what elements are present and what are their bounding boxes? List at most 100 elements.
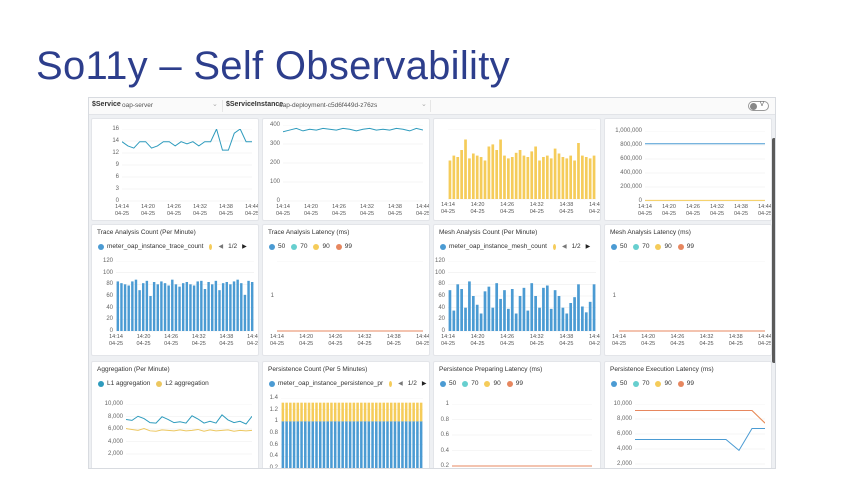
bar bbox=[553, 148, 557, 199]
y-tick-label: 80 bbox=[106, 281, 113, 288]
dashboard-scrollbar[interactable] bbox=[772, 138, 775, 363]
legend-dot bbox=[633, 380, 640, 387]
legend-prev-icon[interactable]: ◀ bbox=[561, 244, 567, 250]
y-tick-label: 1 bbox=[274, 418, 278, 425]
legend-item[interactable]: 99 bbox=[506, 380, 523, 387]
panel-instance-metric-3: 14:14 04-25 14:20 04-25 14:26 04-25 14:32 0… bbox=[433, 118, 601, 221]
bar-stack bbox=[311, 402, 315, 422]
y-tick-label: 400 bbox=[269, 122, 280, 128]
bar bbox=[408, 421, 412, 468]
bar bbox=[207, 282, 210, 331]
x-tick-label: 14:14 04-25 bbox=[440, 202, 456, 215]
bar-stack bbox=[285, 402, 288, 422]
chevron-down-icon[interactable]: ⌄ bbox=[421, 101, 427, 108]
bar bbox=[530, 151, 534, 199]
legend-item[interactable]: meter_oap_instance_mesh_count bbox=[440, 243, 547, 250]
bar bbox=[510, 157, 514, 199]
service-select[interactable]: oap-server bbox=[119, 100, 223, 112]
legend-item[interactable]: meter_oap_instance_persistence_pr bbox=[269, 380, 383, 387]
service-instance-select[interactable]: oap-deployment-c5d6f449d-z76zs bbox=[276, 100, 431, 112]
legend-prev-icon[interactable]: ◀ bbox=[218, 244, 224, 250]
bar bbox=[412, 421, 415, 468]
legend-next-icon[interactable]: ▶ bbox=[242, 244, 247, 250]
bar bbox=[225, 282, 228, 331]
legend-item[interactable]: 50 bbox=[440, 380, 456, 387]
legend-item[interactable]: L1 aggregation bbox=[98, 380, 150, 387]
legend-label: 90 bbox=[664, 380, 672, 387]
legend-item[interactable]: 99 bbox=[677, 243, 694, 250]
y-tick-label: 1 bbox=[445, 401, 449, 407]
bar bbox=[487, 286, 491, 331]
bar-stack bbox=[341, 402, 344, 422]
legend-item[interactable]: 70 bbox=[462, 380, 478, 387]
bar bbox=[557, 296, 561, 331]
chart-plot bbox=[116, 261, 254, 332]
panel-trace-analysis-latency: Trace Analysis Latency (ms) 50 70 90 99 1 14:1… bbox=[262, 224, 430, 356]
y-tick-label: 1.4 bbox=[269, 395, 278, 401]
bar bbox=[565, 313, 569, 331]
legend-prev-icon[interactable]: ◀ bbox=[398, 381, 403, 387]
bar-stack bbox=[307, 402, 311, 422]
legend-item[interactable]: 50 bbox=[611, 243, 627, 250]
bar bbox=[569, 303, 573, 331]
legend-item[interactable]: 90 bbox=[655, 243, 672, 250]
chevron-down-icon[interactable]: ⌄ bbox=[212, 101, 218, 108]
legend-item[interactable]: 90 bbox=[484, 380, 501, 387]
chart-legend: 50 70 90 99 bbox=[611, 243, 700, 250]
bar bbox=[318, 421, 322, 468]
x-tick-label: 14:14 04-25 bbox=[611, 334, 627, 347]
chart-legend: L1 aggregation L2 aggregation bbox=[98, 380, 215, 387]
chart-legend: 50 70 90 99 bbox=[440, 380, 529, 387]
legend-dot bbox=[633, 243, 640, 250]
panel-aggregation: Aggregation (Per Minute) L1 aggregation L2… bbox=[91, 361, 259, 468]
legend-item[interactable]: 70 bbox=[633, 380, 649, 387]
bar-stack bbox=[367, 402, 371, 422]
bar bbox=[483, 291, 487, 331]
legend-next-icon[interactable]: ▶ bbox=[421, 381, 427, 387]
legend-item[interactable]: 50 bbox=[269, 243, 285, 250]
chart-plot bbox=[635, 404, 765, 465]
legend-dot bbox=[98, 380, 104, 387]
bar-stack bbox=[352, 402, 356, 422]
legend-label: 70 bbox=[642, 243, 650, 250]
bar-stack bbox=[408, 402, 412, 422]
bar-stack bbox=[300, 402, 303, 422]
y-tick-label: 120 bbox=[434, 258, 445, 264]
bar bbox=[577, 284, 580, 331]
x-tick-label: 14:26 04-25 bbox=[500, 202, 515, 215]
view-toggle[interactable]: V bbox=[748, 101, 769, 111]
series-line bbox=[126, 428, 252, 432]
legend-item[interactable]: 50 bbox=[611, 380, 627, 387]
legend-next-icon[interactable]: ▶ bbox=[585, 244, 591, 250]
bar bbox=[471, 153, 475, 199]
bar bbox=[416, 421, 419, 468]
legend-item[interactable]: 99 bbox=[677, 380, 694, 387]
legend-item[interactable]: meter_oap_instance_trace_count bbox=[98, 243, 203, 250]
panel-title: Trace Analysis Count (Per Minute) bbox=[97, 229, 196, 236]
legend-item[interactable]: 90 bbox=[655, 380, 672, 387]
legend-item[interactable]: 70 bbox=[291, 243, 307, 250]
legend-item[interactable]: 99 bbox=[335, 243, 352, 250]
bar bbox=[419, 421, 423, 468]
y-tick-label: 0.6 bbox=[440, 432, 449, 438]
bar bbox=[163, 283, 167, 331]
x-tick-label: 14:32 04-25 bbox=[357, 334, 372, 347]
bar-stack bbox=[304, 402, 307, 422]
bar bbox=[322, 421, 326, 468]
bar bbox=[232, 281, 236, 331]
chart-plot bbox=[281, 398, 423, 468]
legend-label: 99 bbox=[686, 380, 694, 387]
x-tick-label: 14:26 04-25 bbox=[670, 334, 685, 347]
legend-label: meter_oap_instance_trace_count bbox=[107, 243, 204, 250]
bar-stack bbox=[318, 402, 322, 422]
bar bbox=[557, 153, 561, 199]
legend-item[interactable]: 70 bbox=[633, 243, 649, 250]
bar bbox=[214, 280, 218, 331]
legend-item[interactable]: L2 aggregation bbox=[156, 380, 209, 387]
bar bbox=[142, 283, 145, 331]
bar-stack bbox=[296, 402, 300, 422]
legend-item[interactable]: 90 bbox=[313, 243, 330, 250]
bar bbox=[561, 157, 565, 199]
legend-dot bbox=[389, 380, 393, 387]
panel-mesh-analysis-latency: Mesh Analysis Latency (ms) 50 70 90 99 1 14:14… bbox=[604, 224, 772, 356]
